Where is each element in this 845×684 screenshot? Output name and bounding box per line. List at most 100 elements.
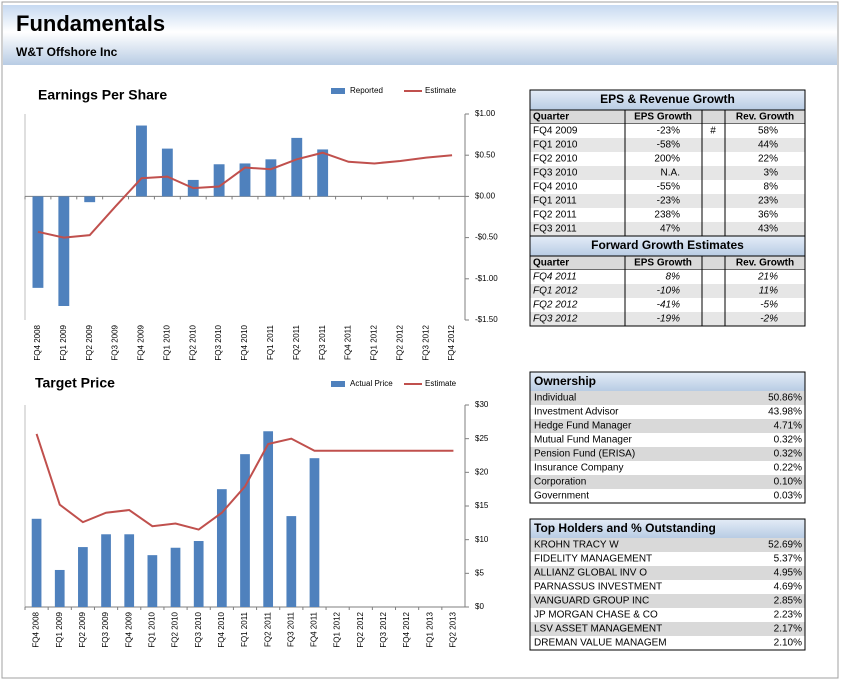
- page-title: Fundamentals: [16, 11, 165, 36]
- row-bg: [530, 138, 805, 152]
- table-border: [529, 235, 806, 327]
- y-tick-label: -$1.50: [475, 315, 498, 324]
- x-tick-label: FQ3 2011: [286, 611, 295, 647]
- column-header: Rev. Growth: [736, 258, 794, 269]
- header-band: [3, 5, 837, 65]
- row-label: Hedge Fund Manager: [534, 421, 632, 432]
- cell: 8%: [764, 182, 779, 193]
- cell: N.A.: [661, 168, 680, 179]
- cell: 238%: [654, 210, 680, 221]
- legend-label: Actual Price: [350, 379, 393, 388]
- bar: [170, 547, 181, 607]
- row-label: Individual: [534, 393, 576, 404]
- bar: [263, 431, 274, 607]
- y-tick-label: $0: [475, 602, 484, 611]
- x-tick-label: FQ3 2012: [379, 611, 388, 647]
- y-tick-label: -$0.50: [475, 233, 498, 242]
- bar: [193, 541, 204, 607]
- legend-label: Reported: [350, 86, 383, 95]
- x-tick-label: FQ1 2011: [266, 324, 275, 360]
- table-title: EPS & Revenue Growth: [600, 92, 735, 106]
- x-tick-label: FQ3 2009: [101, 611, 110, 647]
- y-tick-label: $1.00: [475, 109, 496, 118]
- bar: [291, 137, 303, 197]
- x-tick-label: FQ4 2011: [310, 611, 319, 647]
- x-tick-label: FQ2 2011: [292, 324, 301, 360]
- cell: FQ2 2011: [533, 210, 577, 221]
- x-tick-label: FQ1 2010: [147, 611, 156, 647]
- x-tick-label: FQ1 2012: [370, 324, 379, 360]
- row-label: FIDELITY MANAGEMENT: [534, 554, 652, 565]
- row-label: VANGUARD GROUP INC: [534, 596, 649, 607]
- x-tick-label: FQ4 2008: [33, 324, 42, 360]
- legend-label: Estimate: [425, 86, 457, 95]
- row-value: 2.23%: [774, 610, 802, 621]
- row-bg: [530, 298, 805, 312]
- cell: -23%: [657, 126, 680, 137]
- y-tick-label: $30: [475, 400, 489, 409]
- x-tick-label: FQ4 2011: [344, 324, 353, 360]
- row-bg: [530, 566, 805, 580]
- cell: FQ1 2012: [533, 286, 578, 297]
- bar: [78, 547, 88, 607]
- table-title-bg: [530, 519, 805, 538]
- x-tick-label: FQ4 2009: [124, 611, 133, 647]
- row-label: LSV ASSET MANAGEMENT: [534, 624, 662, 635]
- row-bg: [530, 391, 805, 405]
- table-title: Top Holders and % Outstanding: [534, 521, 716, 535]
- x-tick-label: FQ2 2011: [263, 611, 272, 647]
- table-title-bg: [530, 372, 805, 391]
- y-tick-label: -$1.00: [475, 274, 498, 283]
- table-title: Forward Growth Estimates: [591, 238, 744, 252]
- bar: [265, 159, 277, 197]
- row-bg: [530, 580, 805, 594]
- row-value: 5.37%: [774, 554, 802, 565]
- y-tick-label: $20: [475, 467, 489, 476]
- cell: FQ1 2011: [533, 196, 577, 207]
- row-label: JP MORGAN CHASE & CO: [534, 610, 658, 621]
- row-bg: [530, 124, 805, 138]
- row-bg: [530, 636, 805, 650]
- column-header: EPS Growth: [634, 112, 692, 123]
- cell: #: [710, 126, 716, 137]
- column-header: EPS Growth: [634, 258, 692, 269]
- row-bg: [530, 419, 805, 433]
- row-bg: [530, 489, 805, 503]
- cell: FQ4 2011: [533, 272, 577, 283]
- bar: [31, 518, 42, 607]
- row-value: 4.95%: [774, 568, 802, 579]
- x-tick-label: FQ4 2008: [32, 611, 41, 647]
- y-tick-label: $10: [475, 535, 489, 544]
- row-label: Mutual Fund Manager: [534, 435, 633, 446]
- row-value: 0.32%: [774, 435, 802, 446]
- bar: [32, 196, 44, 288]
- x-tick-label: FQ2 2010: [188, 324, 197, 360]
- row-value: 0.10%: [774, 477, 802, 488]
- cell: FQ3 2012: [533, 314, 578, 325]
- x-tick-label: FQ4 2009: [137, 324, 146, 360]
- column-header: Quarter: [533, 258, 569, 269]
- cell: 58%: [758, 126, 778, 137]
- cell: FQ2 2010: [533, 154, 578, 165]
- y-tick-label: $25: [475, 434, 489, 443]
- x-tick-label: FQ2 2012: [395, 324, 404, 360]
- row-bg: [530, 312, 805, 326]
- row-value: 43.98%: [768, 407, 802, 418]
- bar: [147, 555, 158, 607]
- row-value: 52.69%: [768, 540, 802, 551]
- x-tick-label: FQ4 2012: [402, 611, 411, 647]
- x-tick-label: FQ2 2009: [85, 324, 94, 360]
- cell: -55%: [657, 182, 680, 193]
- x-tick-label: FQ2 2010: [171, 611, 180, 647]
- y-tick-label: $0.00: [475, 192, 496, 201]
- cell: 11%: [759, 286, 778, 297]
- cell: -19%: [657, 314, 680, 325]
- bar: [124, 534, 135, 607]
- row-bg: [530, 433, 805, 447]
- x-tick-label: FQ3 2010: [194, 611, 203, 647]
- x-tick-label: FQ3 2009: [111, 324, 120, 360]
- cell: FQ3 2011: [533, 224, 577, 235]
- line: [35, 433, 454, 531]
